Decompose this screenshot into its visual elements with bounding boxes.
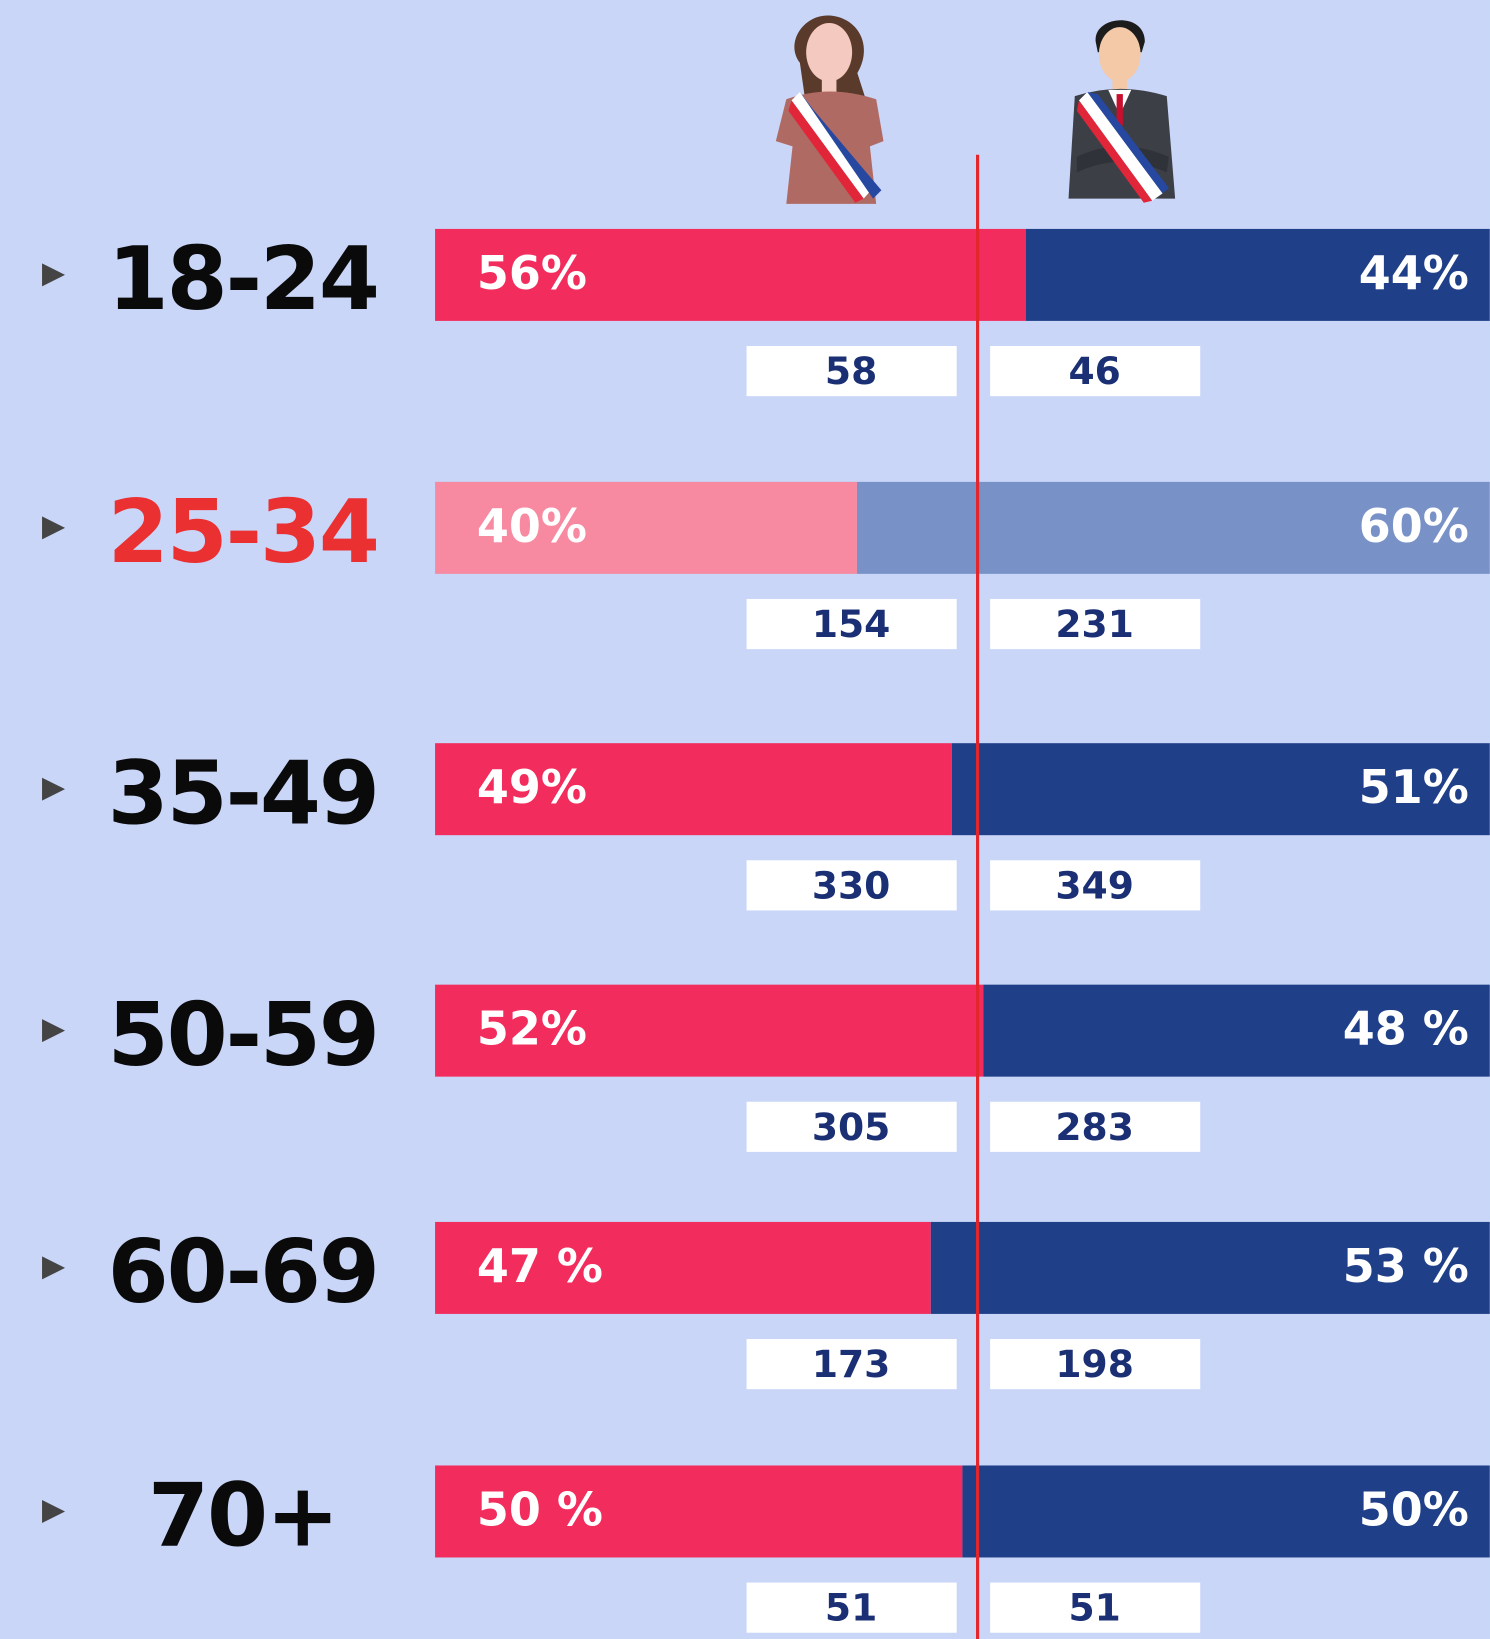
value-label: 53 % (1343, 1239, 1469, 1293)
count-label: 46 (1068, 349, 1120, 393)
chart: 18-24 56% 58 44% 46 25-34 40% 154 60% 231 35-49 49%… (0, 0, 1490, 1639)
value-label: 60% (1359, 499, 1469, 553)
category-label: 35-49 (108, 742, 378, 844)
value-label: 47 % (477, 1239, 603, 1293)
value-label: 52% (477, 1002, 587, 1056)
category-label: 70+ (148, 1465, 337, 1567)
value-label: 49% (477, 760, 587, 814)
count-label: 283 (1055, 1105, 1134, 1149)
count-label: 173 (812, 1342, 891, 1386)
count-label: 58 (825, 349, 877, 393)
count-label: 154 (812, 602, 891, 646)
value-label: 44% (1359, 246, 1469, 300)
value-label: 50 % (477, 1482, 603, 1536)
value-label: 50% (1359, 1482, 1469, 1536)
category-label: 25-34 (108, 481, 378, 583)
category-label: 50-59 (108, 984, 378, 1086)
count-label: 51 (825, 1586, 877, 1630)
count-label: 231 (1055, 602, 1134, 646)
value-label: 56% (477, 246, 587, 300)
value-label: 40% (477, 499, 587, 553)
category-label: 60-69 (108, 1221, 378, 1323)
count-label: 305 (812, 1105, 891, 1149)
value-label: 48 % (1343, 1002, 1469, 1056)
count-label: 51 (1068, 1586, 1120, 1630)
category-label: 18-24 (108, 228, 378, 330)
value-label: 51% (1359, 760, 1469, 814)
count-label: 330 (812, 863, 891, 907)
count-label: 198 (1055, 1342, 1134, 1386)
count-label: 349 (1055, 863, 1134, 907)
